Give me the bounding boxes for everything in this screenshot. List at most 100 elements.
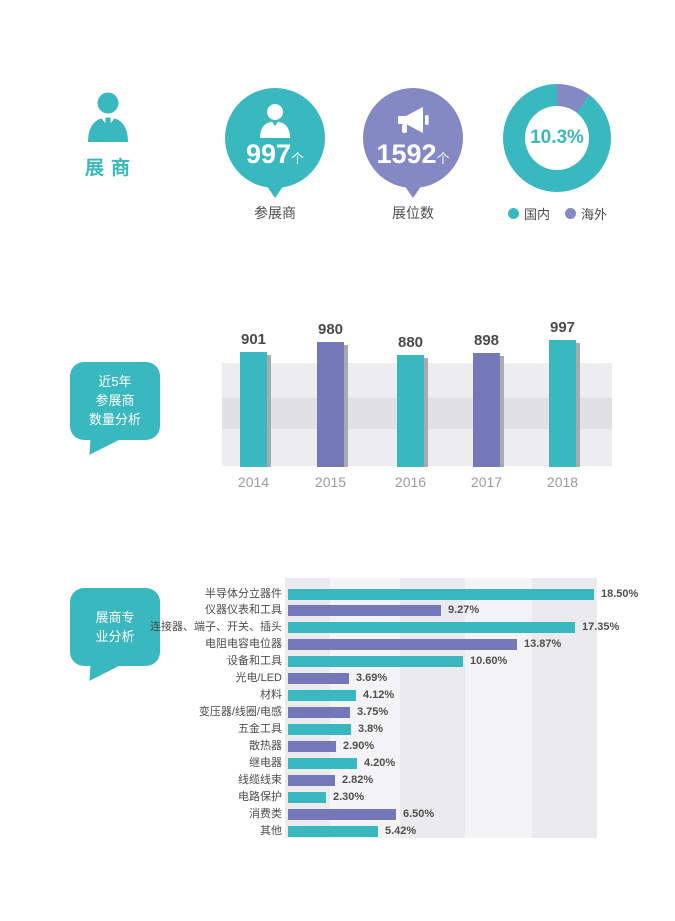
- category-label: 连接器、端子、开关、插头: [150, 621, 282, 634]
- category-label: 线缆线束: [238, 773, 282, 786]
- category-label: 继电器: [249, 756, 282, 769]
- bar-value-label: 3.75%: [357, 706, 389, 718]
- pro-chart-row: 设备和工具 10.60%: [0, 654, 675, 669]
- pro-chart-title-bubble: 展商专 业分析: [70, 588, 160, 684]
- pro-title-line2: 业分析: [95, 629, 135, 644]
- exhibitor-person-icon: [87, 92, 128, 142]
- bar-value-label: 17.35%: [582, 621, 620, 634]
- yearly-bar-group: 901 2014: [237, 331, 271, 490]
- axis-year-label: 2015: [314, 474, 347, 490]
- bubble-tail: [404, 185, 422, 198]
- exhibitor-section-header: 展商: [70, 92, 145, 180]
- bar-value-label: 898: [473, 332, 500, 349]
- category-label: 光电/LED: [235, 672, 282, 685]
- professional-analysis-chart: 半导体分立器件 18.50% 仪器仪表和工具 9.27% 连接器、端子、开关、插头 17.…: [0, 578, 675, 840]
- pro-chart-row: 连接器、端子、开关、插头 17.35%: [0, 620, 675, 635]
- booth-count-value: 1592: [376, 138, 437, 169]
- bar: [288, 605, 441, 617]
- category-label: 散热器: [249, 739, 282, 752]
- bar-value-label: 5.42%: [385, 824, 417, 837]
- bar-value-label: 18.50%: [601, 587, 639, 600]
- bar-value-label: 3.8%: [358, 722, 384, 735]
- domestic-legend-label: 国内: [523, 207, 550, 222]
- category-label: 电阻电容电位器: [205, 638, 282, 651]
- yearly-bar-group: 880 2016: [395, 334, 428, 490]
- domestic-legend-dot-icon: [507, 208, 519, 219]
- category-label: 设备和工具: [227, 655, 282, 668]
- bar: [317, 342, 348, 467]
- bar-value-label: 2.90%: [343, 739, 375, 752]
- category-label: 变压器/线圈/电感: [198, 706, 282, 718]
- pro-chart-row: 仪器仪表和工具 9.27%: [0, 603, 675, 618]
- bar: [473, 353, 504, 467]
- bar: [288, 673, 349, 685]
- yearly-bar-chart: 901 2014 980 2015 880 2016 898 2017 997 2018: [222, 319, 612, 490]
- bar: [288, 791, 326, 803]
- yearly-chart-title-bubble: 近5年 参展商 数量分析: [70, 362, 160, 458]
- pro-chart-row: 半导体分立器件 18.50%: [0, 587, 675, 602]
- exhibitors-caption: 参展商: [254, 205, 296, 221]
- bar: [288, 639, 517, 651]
- legend-item-overseas: 海外: [565, 204, 607, 223]
- category-label: 消费类: [249, 807, 282, 820]
- category-label: 其他: [260, 824, 282, 837]
- category-label: 仪器仪表和工具: [205, 604, 282, 617]
- yearly-title-line3: 数量分析: [88, 412, 141, 427]
- pro-chart-row: 电路保护 2.30%: [0, 790, 675, 805]
- category-label: 电路保护: [238, 790, 282, 803]
- bar-value-label: 6.50%: [403, 807, 435, 820]
- bar: [288, 740, 336, 752]
- pro-chart-row: 五金工具 3.8%: [0, 722, 675, 737]
- bar-value-label: 10.60%: [470, 655, 508, 668]
- pro-title-line1: 展商专: [95, 610, 135, 625]
- bar: [549, 340, 580, 467]
- pro-chart-row: 电阻电容电位器 13.87%: [0, 637, 675, 652]
- legend-item-domestic: 国内: [507, 204, 550, 223]
- yearly-title-line1: 近5年: [98, 374, 132, 389]
- bar: [288, 808, 396, 820]
- pro-chart-row: 继电器 4.20%: [0, 756, 675, 771]
- donut-legend: 国内 海外: [495, 204, 620, 223]
- stat-booths-bubble: 1592个: [363, 88, 463, 198]
- pro-chart-row: 散热器 2.90%: [0, 739, 675, 754]
- overseas-share-value: 10.3%: [530, 127, 584, 148]
- bar-value-label: 13.87%: [524, 638, 562, 651]
- pro-chart-row: 变压器/线圈/电感 3.75%: [0, 705, 675, 720]
- section-title: 展商: [84, 158, 137, 179]
- donut-hole: 10.3%: [525, 106, 589, 170]
- overseas-legend-label: 海外: [581, 207, 608, 222]
- pro-chart-row: 材料 4.12%: [0, 688, 675, 703]
- yearly-title-line2: 参展商: [95, 393, 135, 408]
- axis-year-label: 2018: [546, 474, 579, 490]
- category-label: 五金工具: [238, 722, 282, 735]
- bar: [288, 723, 351, 735]
- pro-chart-row: 消费类 6.50%: [0, 807, 675, 822]
- bar: [397, 355, 428, 467]
- bar: [288, 656, 463, 668]
- axis-year-label: 2017: [470, 474, 503, 490]
- megaphone-icon: [398, 106, 429, 133]
- pro-chart-row: 光电/LED 3.69%: [0, 671, 675, 686]
- overseas-legend-dot-icon: [565, 208, 576, 219]
- category-label: 材料: [260, 689, 282, 702]
- axis-year-label: 2014: [237, 474, 270, 490]
- bar-value-label: 901: [240, 331, 267, 348]
- bar: [288, 622, 575, 634]
- bar-value-label: 2.30%: [333, 790, 365, 803]
- bubble-tail: [266, 185, 284, 198]
- bar: [288, 690, 356, 702]
- stat-exhibitors-bubble: 997个: [225, 88, 325, 198]
- person-icon: [260, 103, 290, 138]
- exhibitor-count-unit: 个: [291, 150, 305, 166]
- bar: [288, 707, 350, 718]
- bar-value-label: 3.69%: [356, 672, 388, 685]
- booth-count: 1592个: [376, 140, 449, 173]
- pro-chart-row: 线缆线束 2.82%: [0, 773, 675, 788]
- yearly-bar-group: 997 2018: [546, 319, 580, 490]
- bar-value-label: 4.12%: [363, 689, 395, 702]
- bar: [288, 825, 378, 837]
- booths-caption: 展位数: [392, 205, 434, 221]
- bar: [288, 757, 357, 769]
- bar-value-label: 980: [317, 321, 344, 338]
